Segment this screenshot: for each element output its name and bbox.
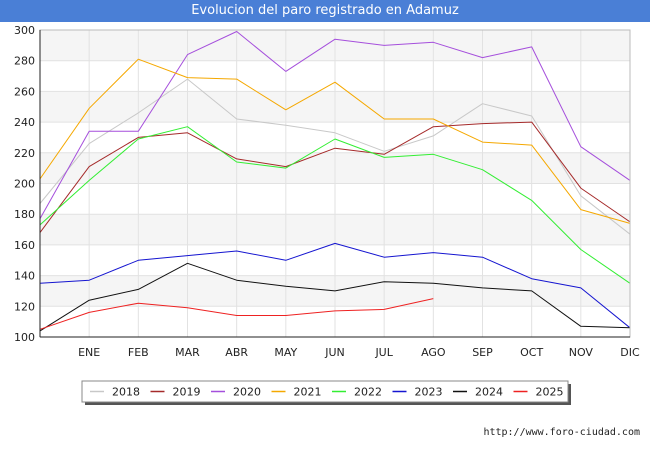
x-tick-label: JUL xyxy=(374,346,393,359)
legend-box xyxy=(81,380,569,403)
x-tick-label: OCT xyxy=(520,346,543,359)
series-line-2020 xyxy=(39,31,631,220)
y-tick-label: 160 xyxy=(14,239,35,252)
y-tick-label: 200 xyxy=(14,178,35,191)
legend-label: 2019 xyxy=(173,386,201,399)
y-tick-label: 260 xyxy=(14,85,35,98)
legend-label: 2018 xyxy=(112,386,140,399)
source-url[interactable]: http://www.foro-ciudad.com xyxy=(483,427,640,438)
series-line-2021 xyxy=(39,58,631,224)
x-axis-ticks: ENE FEB MAR ABR MAY JUN JUL AGO SEP OCT NOV DIC xyxy=(78,346,640,359)
legend-label: 2022 xyxy=(354,386,382,399)
series-line-2022 xyxy=(39,126,631,284)
series-line-2019 xyxy=(39,121,631,233)
series-lines xyxy=(39,31,631,332)
legend-label: 2020 xyxy=(233,386,261,399)
y-tick-label: 180 xyxy=(14,208,35,221)
legend-label: 2023 xyxy=(415,386,443,399)
chart-title: Evolucion del paro registrado en Adamuz xyxy=(0,0,650,22)
legend: 2018 2019 2020 2021 2022 2023 2024 2025 xyxy=(81,380,571,405)
y-axis-ticks: 100 120 140 160 180 200 220 240 260 280 300 xyxy=(14,24,35,344)
y-tick-label: 140 xyxy=(14,270,35,283)
y-tick-label: 280 xyxy=(14,55,35,68)
series-line-2025 xyxy=(39,298,434,330)
series-line-2018 xyxy=(39,78,631,235)
legend-label: 2024 xyxy=(475,386,503,399)
x-tick-label: MAR xyxy=(175,346,200,359)
x-tick-label: SEP xyxy=(472,346,493,359)
x-tick-label: DIC xyxy=(620,346,640,359)
axes xyxy=(39,29,631,338)
series-line-2024 xyxy=(39,262,631,332)
y-tick-label: 220 xyxy=(14,147,35,160)
legend-label: 2021 xyxy=(294,386,322,399)
y-tick-label: 120 xyxy=(14,300,35,313)
x-tick-label: NOV xyxy=(569,346,594,359)
x-tick-label: FEB xyxy=(128,346,149,359)
x-tick-label: JUN xyxy=(324,346,345,359)
x-tick-label: MAY xyxy=(274,346,297,359)
x-tick-label: ABR xyxy=(225,346,248,359)
legend-label: 2025 xyxy=(536,386,564,399)
y-tick-label: 240 xyxy=(14,116,35,129)
x-tick-label: AGO xyxy=(421,346,446,359)
y-tick-label: 300 xyxy=(14,24,35,37)
series-line-2023 xyxy=(39,242,631,329)
x-tick-label: ENE xyxy=(78,346,100,359)
y-tick-label: 100 xyxy=(14,331,35,344)
